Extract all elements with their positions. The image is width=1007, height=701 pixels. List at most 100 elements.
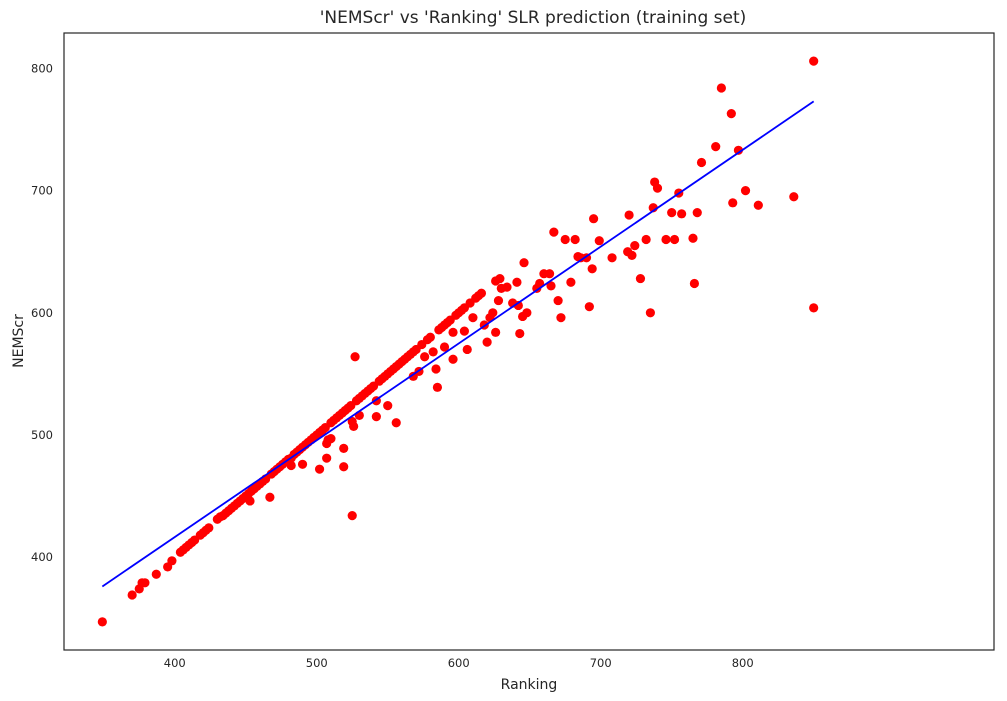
x-tick-label: 600 (448, 656, 470, 670)
data-point (428, 347, 438, 357)
y-axis-label: NEMScr (11, 314, 27, 368)
data-point (522, 308, 532, 318)
data-point (439, 342, 450, 352)
data-point (630, 240, 640, 251)
data-point (809, 56, 819, 66)
regression-line-layer (101, 100, 815, 588)
data-point (726, 109, 736, 119)
data-point (391, 418, 401, 428)
data-point (488, 308, 498, 318)
data-point (667, 208, 677, 218)
data-point (584, 302, 594, 312)
data-point (420, 352, 430, 362)
data-point (349, 421, 359, 432)
data-point (688, 233, 698, 243)
data-point (556, 313, 566, 323)
data-point (314, 464, 325, 474)
data-point (512, 277, 522, 287)
data-point (383, 401, 393, 411)
data-point (570, 234, 580, 245)
data-point (350, 352, 360, 362)
data-point (641, 234, 651, 245)
data-point (297, 459, 308, 469)
data-point (627, 250, 637, 260)
data-point (425, 332, 435, 342)
data-point (462, 344, 472, 355)
y-tick-label: 400 (31, 550, 53, 564)
x-tick-label: 500 (306, 656, 328, 670)
regression-line (101, 100, 815, 588)
data-point (493, 295, 504, 306)
data-point (326, 434, 336, 444)
data-point (245, 496, 255, 506)
data-point (519, 258, 529, 268)
data-point (669, 234, 680, 245)
chart-title: 'NEMScr' vs 'Ranking' SLR prediction (tr… (320, 8, 747, 28)
data-point (753, 200, 763, 210)
data-point (789, 192, 799, 202)
data-point (448, 327, 458, 337)
data-point (151, 569, 161, 579)
data-point (204, 523, 214, 533)
data-point (140, 578, 150, 588)
data-point (716, 83, 726, 93)
data-point (549, 227, 559, 237)
data-point (661, 234, 671, 245)
data-point (459, 326, 469, 336)
y-tick-label: 500 (31, 428, 53, 442)
data-point (587, 264, 597, 274)
x-axis-ticks: 400 500 600 700 800 (164, 656, 754, 670)
x-tick-label: 700 (590, 656, 612, 670)
data-point (652, 183, 663, 193)
data-point (607, 253, 617, 263)
x-axis-label: Ranking (501, 677, 558, 693)
data-point (594, 236, 604, 246)
data-point (515, 328, 525, 339)
data-point (635, 273, 646, 284)
data-point (728, 198, 738, 208)
y-axis-ticks: 400 500 600 700 800 (31, 61, 53, 564)
data-points (97, 56, 819, 627)
data-point (502, 282, 512, 292)
y-tick-label: 800 (31, 61, 53, 75)
data-point (97, 617, 107, 627)
data-point (265, 492, 275, 502)
data-point (689, 278, 700, 289)
data-point (560, 234, 570, 245)
data-point (624, 210, 634, 220)
data-point (711, 142, 721, 152)
data-point (286, 460, 296, 471)
data-point (740, 186, 751, 196)
data-point (431, 364, 441, 374)
data-point (468, 313, 478, 323)
data-point (809, 303, 819, 313)
data-point (482, 337, 492, 347)
data-point (322, 453, 332, 463)
data-point (432, 382, 443, 392)
data-point (692, 208, 702, 218)
data-point (566, 277, 576, 287)
data-point (495, 273, 505, 284)
data-point (513, 300, 523, 311)
data-point (339, 443, 349, 454)
data-point (339, 462, 349, 472)
data-point (677, 209, 687, 219)
data-point (448, 354, 458, 364)
plot-frame (63, 32, 995, 651)
data-point (553, 295, 563, 306)
y-tick-label: 600 (31, 306, 53, 320)
data-point (544, 269, 555, 279)
data-point (476, 288, 487, 298)
y-tick-label: 700 (31, 184, 53, 198)
x-tick-label: 400 (164, 656, 186, 670)
data-point (645, 308, 655, 318)
data-point (696, 157, 707, 168)
data-point (589, 214, 599, 224)
data-point (347, 511, 357, 521)
data-point (371, 412, 381, 422)
data-point (127, 590, 137, 600)
data-point (546, 281, 556, 291)
x-tick-label: 800 (732, 656, 754, 670)
data-point (733, 145, 744, 155)
